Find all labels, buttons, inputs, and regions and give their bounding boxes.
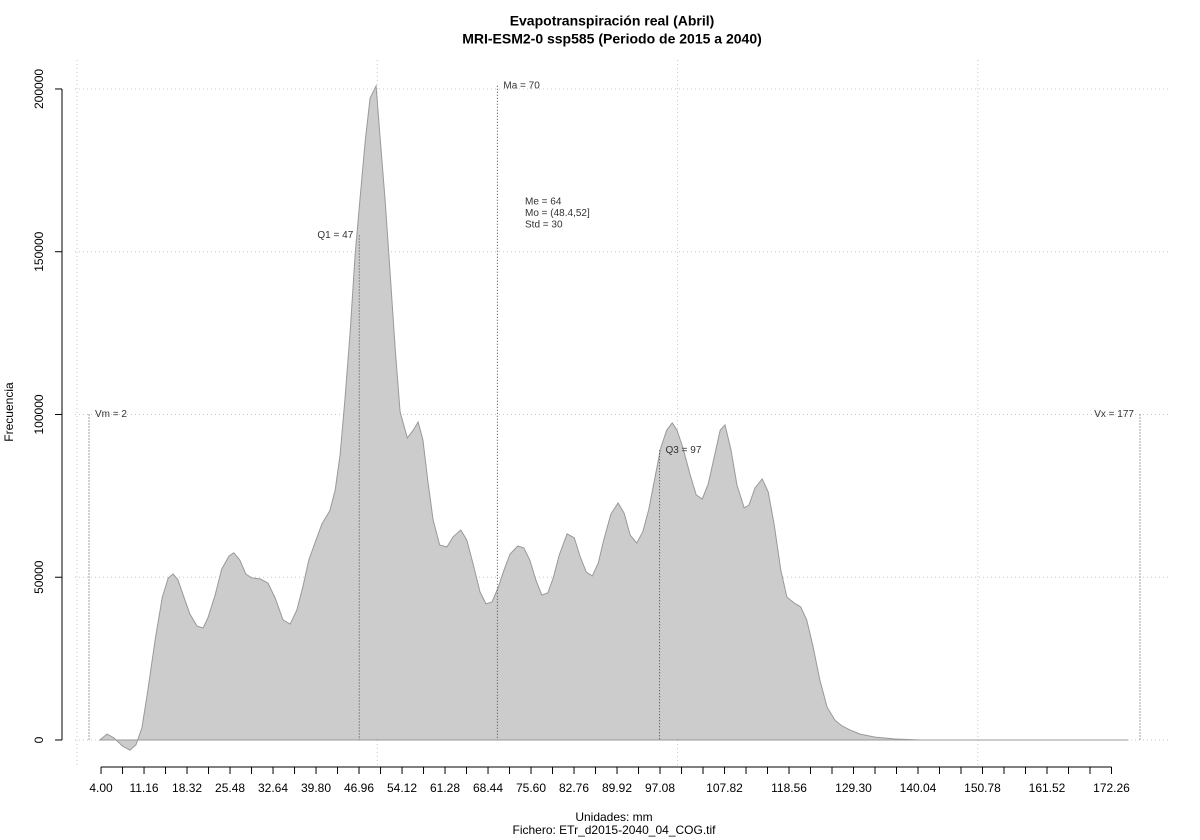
y-tick-label: 150000 bbox=[32, 231, 46, 271]
stat-label: Mo = (48.4,52] bbox=[525, 208, 590, 219]
stat-label: Std = 30 bbox=[525, 220, 563, 231]
x-tick-label: 107.82 bbox=[706, 781, 743, 795]
x-tick-label: 140.04 bbox=[900, 781, 937, 795]
x-tick-label: 118.56 bbox=[771, 781, 807, 795]
stat-label: Me = 64 bbox=[525, 197, 562, 208]
x-tick-label: 54.12 bbox=[387, 781, 417, 795]
density-area bbox=[99, 84, 1129, 751]
x-tick-label: 172.26 bbox=[1093, 781, 1130, 795]
annotation-label: Vm = 2 bbox=[95, 409, 127, 420]
annotation-label: Q1 = 47 bbox=[317, 230, 353, 241]
annotation-label: Q3 = 97 bbox=[666, 445, 702, 456]
y-tick-label: 0 bbox=[32, 736, 46, 743]
x-tick-label: 89.92 bbox=[602, 781, 632, 795]
x-tick-label: 46.96 bbox=[344, 781, 374, 795]
annotation-label: Vx = 177 bbox=[1094, 409, 1134, 420]
x-tick-label: 18.32 bbox=[172, 781, 202, 795]
x-tick-label: 82.76 bbox=[559, 781, 589, 795]
x-tick-label: 11.16 bbox=[129, 781, 158, 795]
x-tick-label: 97.08 bbox=[645, 781, 675, 795]
y-tick-label: 50000 bbox=[32, 560, 46, 594]
x-tick-label: 68.44 bbox=[473, 781, 503, 795]
x-tick-label: 32.64 bbox=[258, 781, 288, 795]
x-axis-label: Unidades: mm bbox=[575, 810, 652, 824]
chart-title: Evapotranspiración real (Abril) bbox=[510, 13, 715, 29]
y-axis-label: Frecuencia bbox=[2, 382, 16, 442]
caption: Fichero: ETr_d2015-2040_04_COG.tif bbox=[513, 823, 717, 837]
y-tick-label: 100000 bbox=[32, 394, 46, 434]
x-tick-label: 25.48 bbox=[215, 781, 245, 795]
x-tick-label: 4.00 bbox=[89, 781, 113, 795]
annotation-label: Ma = 70 bbox=[503, 80, 540, 91]
x-tick-label: 75.60 bbox=[516, 781, 546, 795]
x-tick-label: 39.80 bbox=[301, 781, 331, 795]
x-tick-label: 150.78 bbox=[964, 781, 1001, 795]
y-tick-label: 200000 bbox=[32, 69, 46, 109]
x-tick-label: 161.52 bbox=[1029, 781, 1066, 795]
x-tick-label: 129.30 bbox=[835, 781, 872, 795]
x-tick-label: 61.28 bbox=[430, 781, 460, 795]
chart-subtitle: MRI-ESM2-0 ssp585 (Periodo de 2015 a 204… bbox=[462, 31, 762, 47]
